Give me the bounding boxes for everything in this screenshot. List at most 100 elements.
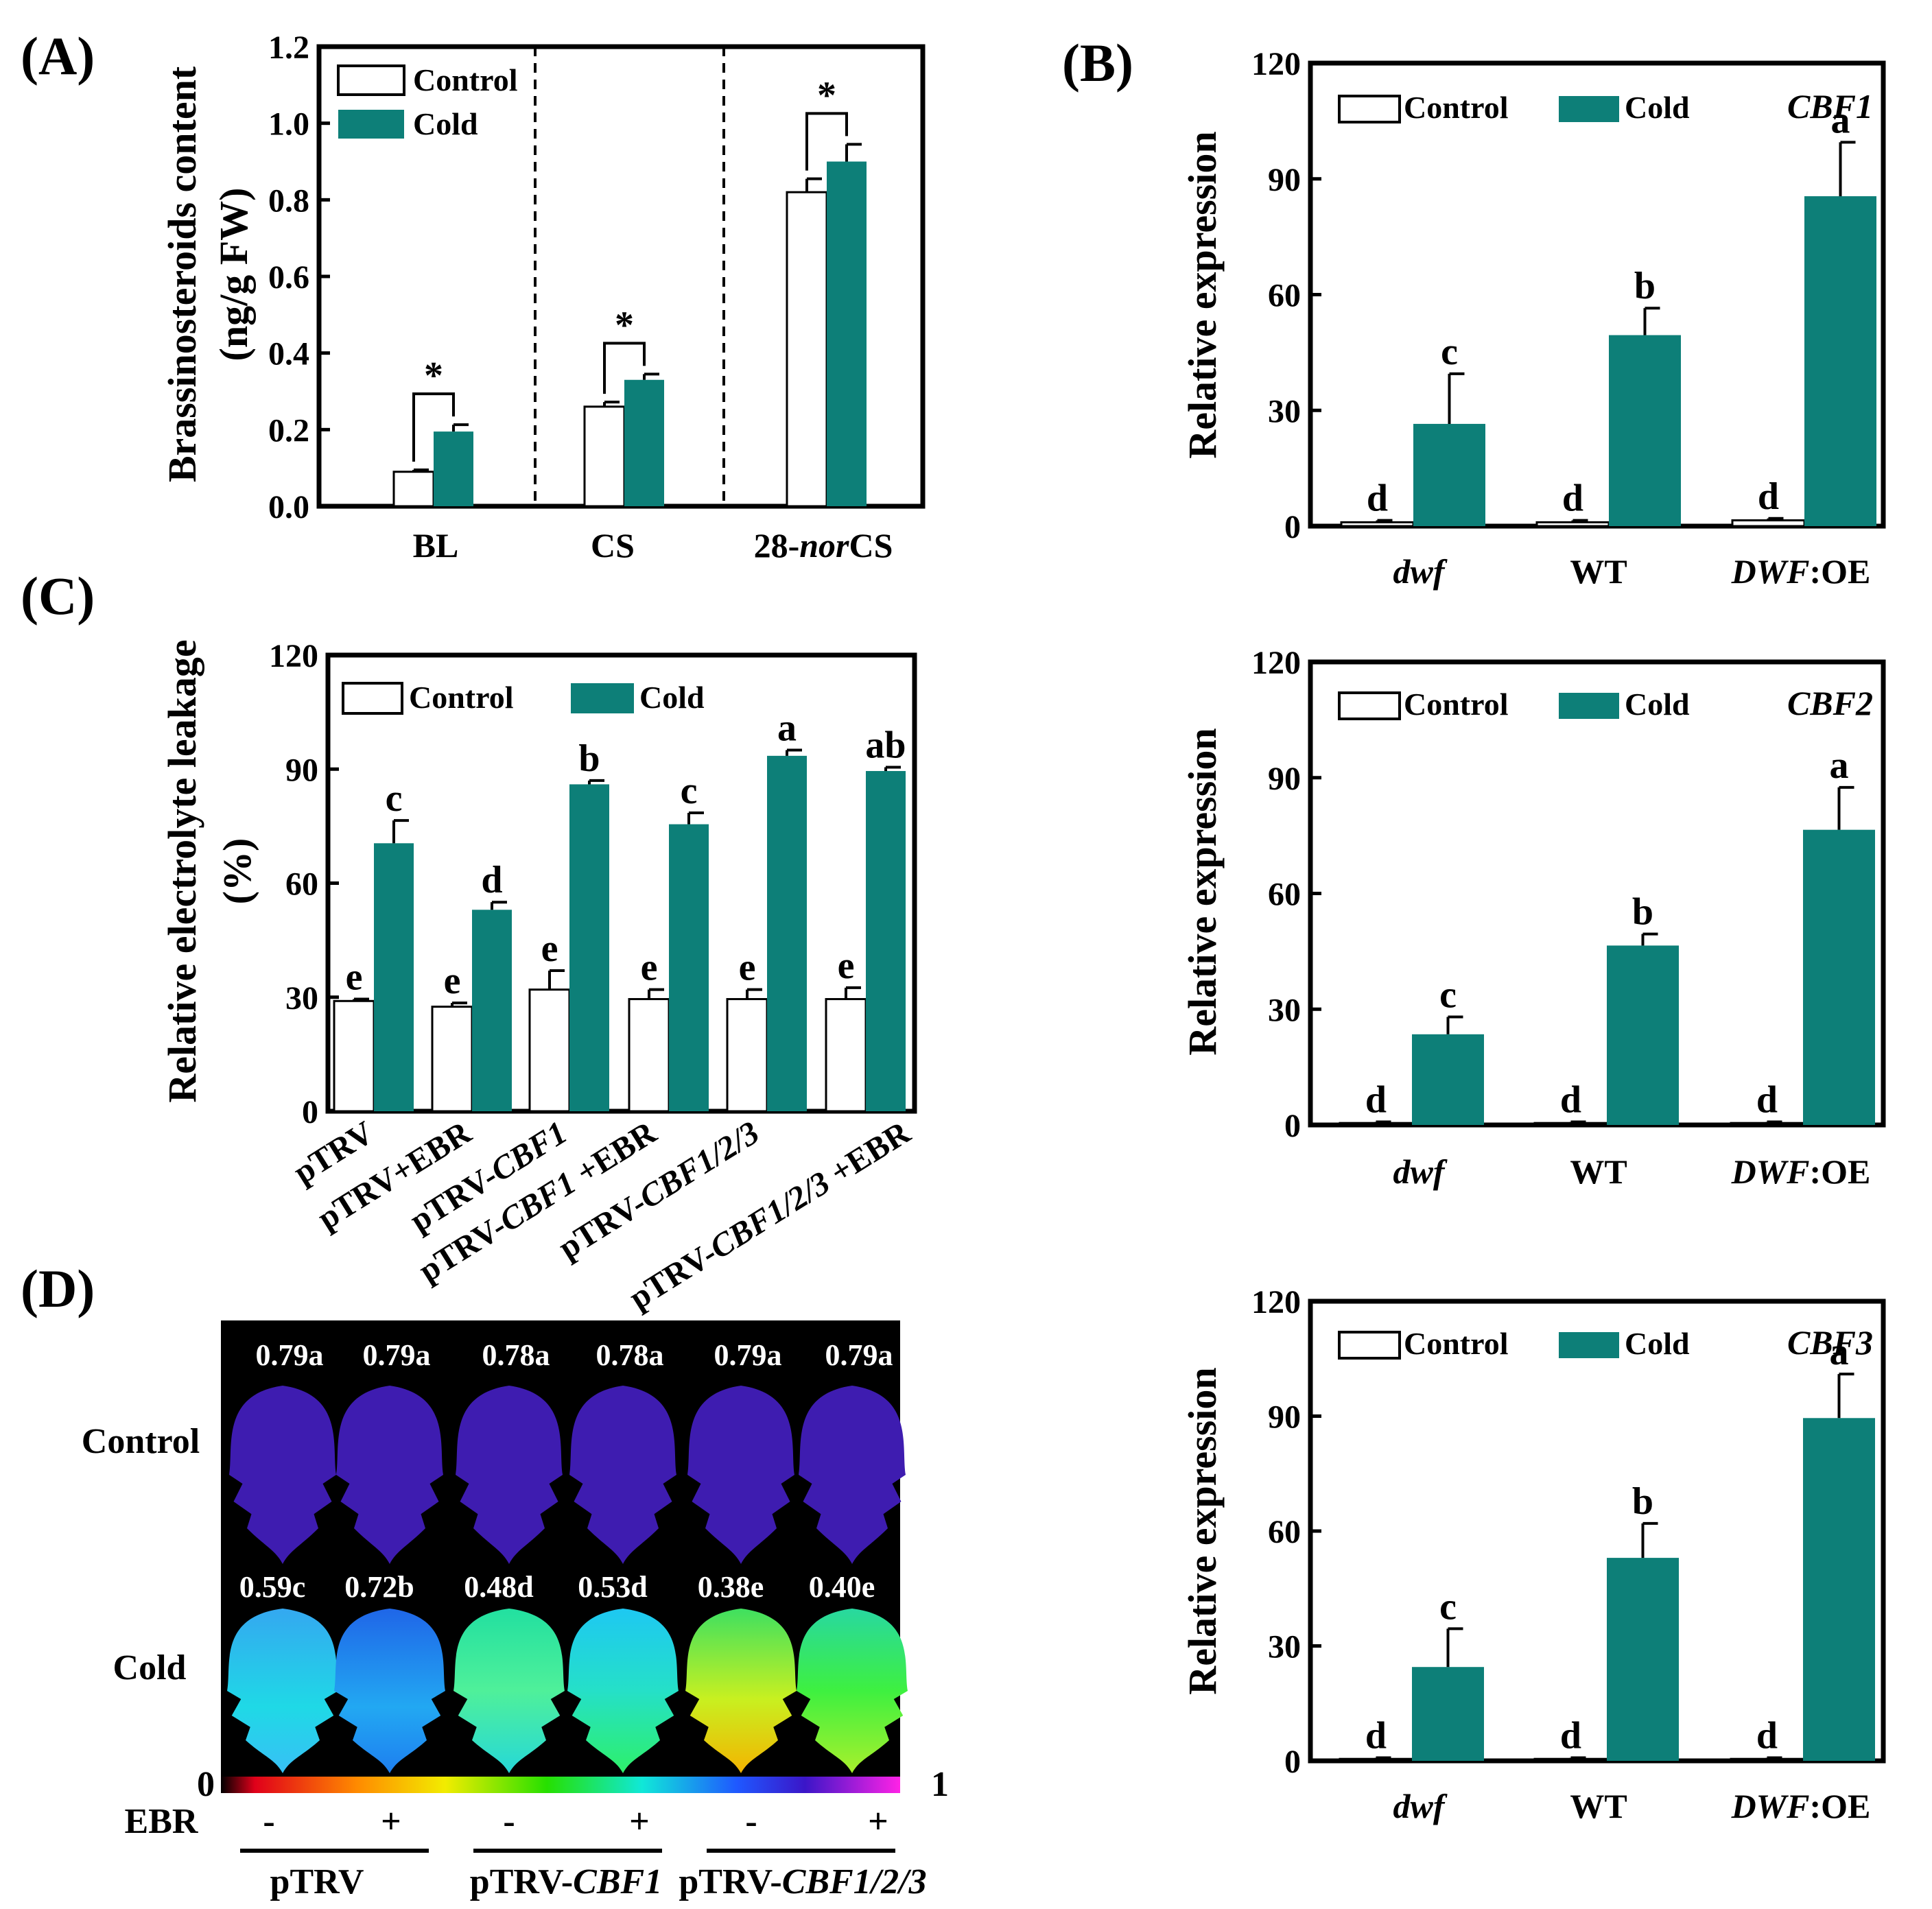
c-cat-gene: CBF1/2/3 xyxy=(704,1165,836,1266)
d-cold-value: 0.38e xyxy=(698,1570,764,1604)
b3-legend-control-swatch xyxy=(1338,1331,1401,1360)
b2-cat-dwfoe-b: :OE xyxy=(1810,1152,1871,1191)
a-cat-cs: CS xyxy=(591,526,635,565)
c-letter-control: e xyxy=(641,947,658,989)
b1-cat-dwfoe: DWF:OE xyxy=(1731,552,1871,591)
a-ytick-label: 1.0 xyxy=(268,106,309,143)
b1-legend-cold: Cold xyxy=(1625,90,1690,125)
panel-b-label: (B) xyxy=(1062,33,1133,93)
b3-legend-cold-swatch xyxy=(1559,1332,1619,1358)
b1-letter-control: d xyxy=(1562,477,1583,520)
a-sig-bracket xyxy=(603,342,646,394)
d-leaf-cold xyxy=(567,1609,679,1773)
panel-d: (D) Control Cold 0.79a0.59c0.79a0.72b0.7… xyxy=(21,1259,949,1901)
b1-letter-control: d xyxy=(1758,475,1779,518)
b2-x-labels: dwf WT DWF:OE xyxy=(1393,1152,1871,1191)
a-legend-control-swatch xyxy=(337,64,405,96)
d-leaf-cold xyxy=(453,1609,565,1773)
d-control-value: 0.79a xyxy=(714,1338,782,1372)
c-bar-control xyxy=(628,998,670,1113)
b2-frame xyxy=(1308,659,1886,1128)
b1-ytick-label: 90 xyxy=(1268,162,1301,198)
d-cold-value: 0.48d xyxy=(464,1570,533,1604)
b2-cat-dwf: dwf xyxy=(1393,1152,1448,1191)
d-control-value: 0.79a xyxy=(256,1338,324,1372)
d-ebr-sign: - xyxy=(503,1802,515,1841)
b1-y-ticks: 0 30 60 90 120 xyxy=(1251,46,1321,545)
c-letter-control: e xyxy=(541,927,558,970)
d-ebr-sign: - xyxy=(263,1802,274,1841)
b1-legend-control: Control xyxy=(1404,90,1509,125)
c-bar-cold xyxy=(374,843,414,1111)
a-ytick-label: 0.6 xyxy=(268,259,309,296)
panel-b-cbf2: 0 30 60 90 120 d c d b d a Control Cold CBF2 dwf W… xyxy=(1180,645,1886,1191)
a-ytick-label: 0.8 xyxy=(268,182,309,219)
b2-letter-cold: c xyxy=(1439,974,1457,1017)
d-values: 0.79a 0.59c 0.79a 0.72b 0.78a 0.48d 0.78a 0.53d… xyxy=(239,1338,893,1604)
c-ylabel-2: (%) xyxy=(215,838,259,905)
c-bar-cold xyxy=(472,910,512,1111)
b3-ytick-label: 120 xyxy=(1251,1284,1301,1320)
d-leaf-control xyxy=(687,1386,794,1564)
panel-b: (B) 0 30 60 90 120 d c d b d a Control Cold CBF1 … xyxy=(1062,33,1886,1825)
b3-cat-dwfoe-a: DWF xyxy=(1731,1787,1810,1825)
d-cold-value: 0.59c xyxy=(239,1570,306,1604)
b1-ytick-label: 60 xyxy=(1268,278,1301,314)
b3-bar-control xyxy=(1730,1757,1804,1762)
c-bar-control xyxy=(431,1006,473,1113)
c-cat-prefix: pTRV- xyxy=(623,1235,723,1316)
b3-cat-dwfoe: DWF:OE xyxy=(1731,1787,1871,1825)
b2-ylabel: Relative expression xyxy=(1180,728,1225,1055)
b3-ylabel: Relative expression xyxy=(1180,1367,1225,1694)
b3-ytick-label: 30 xyxy=(1268,1629,1301,1665)
d-ebr-sign: - xyxy=(745,1802,757,1841)
b3-bar-control xyxy=(1533,1757,1608,1762)
b1-legend: Control Cold CBF1 xyxy=(1338,87,1873,126)
b3-frame xyxy=(1308,1299,1886,1764)
c-bar-cold xyxy=(767,755,807,1111)
a-bar-control xyxy=(583,405,626,508)
b2-bar-cold xyxy=(1607,945,1679,1125)
a-ytick-label: 1.2 xyxy=(268,29,309,66)
panel-a-label: (A) xyxy=(21,26,95,86)
a-ylabel-1: Brassinosteroids content xyxy=(160,66,204,482)
d-leaf-control xyxy=(229,1386,336,1564)
panel-b-cbf1: 0 30 60 90 120 d c d b d a Control Cold CBF1 dwf W… xyxy=(1180,46,1886,591)
b1-cat-wt: WT xyxy=(1570,552,1627,591)
a-sig-star: * xyxy=(817,74,836,117)
b3-bar-control xyxy=(1339,1757,1413,1762)
b1-ytick-label: 120 xyxy=(1251,46,1301,82)
c-cat-6-text: pTRV-CBF1/2/3 +EBR xyxy=(623,1114,917,1317)
b1-ylabel: Relative expression xyxy=(1180,131,1225,458)
b3-legend-cold: Cold xyxy=(1625,1326,1690,1361)
b1-cat-dwf: dwf xyxy=(1393,552,1448,591)
c-cat-suffix: +EBR xyxy=(817,1114,917,1196)
d-image-background xyxy=(221,1320,900,1777)
d-group-ptrv-cbf123-gene: CBF1/2/3 xyxy=(782,1862,927,1901)
a-cat-28norcs-b: nor xyxy=(799,526,849,565)
b2-legend-control-swatch xyxy=(1338,691,1401,720)
d-control-value: 0.78a xyxy=(596,1338,664,1372)
c-cat-6: pTRV-CBF1/2/3 +EBR xyxy=(623,1114,917,1317)
b3-letter-control: d xyxy=(1365,1715,1387,1757)
b1-gene: CBF1 xyxy=(1787,87,1873,126)
b1-letter-control: d xyxy=(1367,477,1388,520)
d-group-ptrv-cbf1-prefix: pTRV- xyxy=(470,1862,573,1901)
d-scale-min: 0 xyxy=(197,1765,215,1804)
c-bar-control xyxy=(528,988,571,1113)
a-legend-cold: Cold xyxy=(413,106,478,141)
d-group-ptrv-cbf123: pTRV-CBF1/2/3 xyxy=(679,1862,926,1901)
b2-gene: CBF2 xyxy=(1787,684,1873,722)
b2-letter-cold: a xyxy=(1830,744,1849,787)
a-bar-control xyxy=(392,471,435,508)
a-ytick-label: 0.4 xyxy=(268,336,309,372)
c-letter-cold: b xyxy=(578,737,600,780)
d-leaf-control xyxy=(569,1386,676,1564)
d-row-control: Control xyxy=(82,1422,200,1461)
d-ebr-sign: + xyxy=(629,1802,650,1841)
b1-legend-control-swatch xyxy=(1338,95,1401,123)
panel-a-y-ticks: 0.0 0.2 0.4 0.6 0.8 1.0 1.2 xyxy=(268,29,330,525)
c-ylabel-1: Relative electrolyte leakage xyxy=(160,639,204,1102)
c-letter-cold: a xyxy=(777,707,797,750)
b1-bar-control xyxy=(1535,521,1610,527)
